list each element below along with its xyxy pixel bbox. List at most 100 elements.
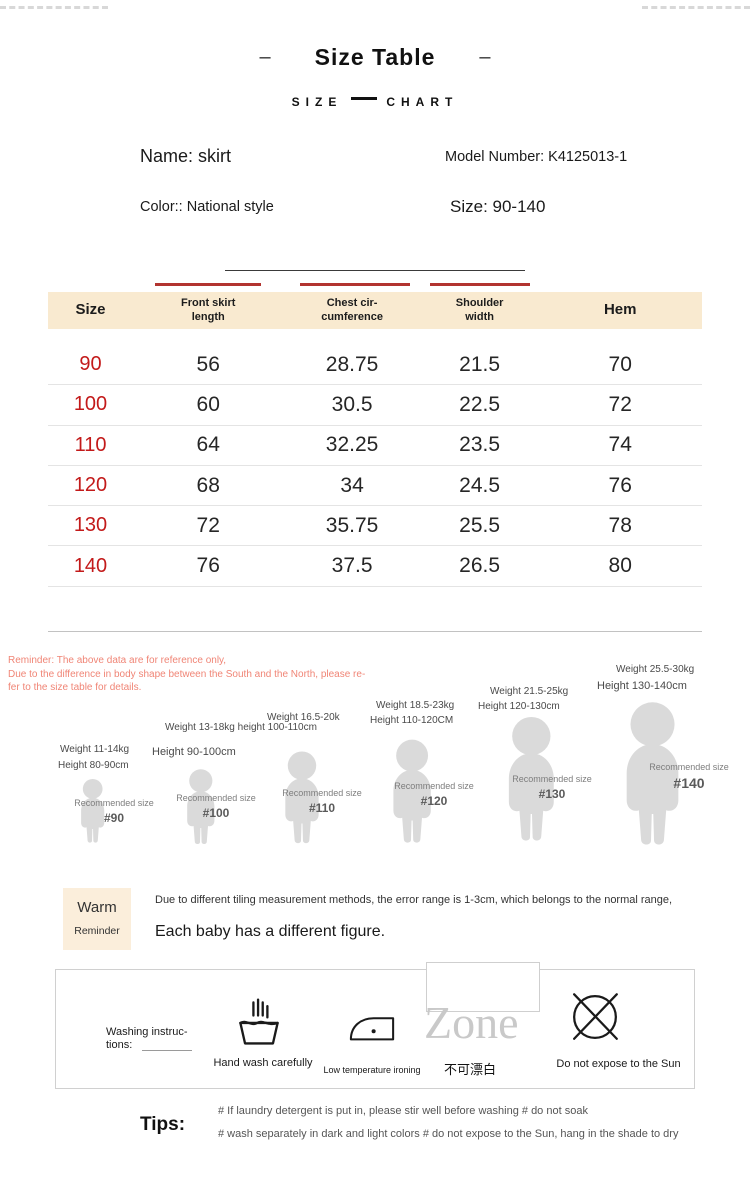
hem-cell: 76 <box>608 473 632 497</box>
subtitle-chart: CHART <box>386 95 459 109</box>
figure-height-label: Height 120-130cm <box>478 701 560 712</box>
subtitle-size: SIZE <box>291 95 343 109</box>
shoulder-cell: 22.5 <box>459 392 501 416</box>
iron-icon <box>349 1017 395 1041</box>
recommended-size-label: Recommended size <box>74 798 154 808</box>
warm-reminder-box: Warm Reminder <box>63 888 131 950</box>
figure-weight-label: Weight 16.5-20k <box>267 712 340 723</box>
figure-height-label: Height 130-140cm <box>597 680 687 692</box>
title-row: – Size Table – <box>0 44 750 71</box>
product-color: Color:: National style <box>140 199 274 215</box>
reminder-line: Due to the difference in body shape betw… <box>8 668 366 680</box>
recommended-size: Recommended size #110 <box>274 788 370 815</box>
recommended-size: Recommended size #130 <box>504 774 600 801</box>
figure-weight-label: Weight 18.5-23kg <box>376 700 455 711</box>
zone-watermark: Zone <box>424 997 519 1048</box>
size-cell: 100 <box>73 393 108 416</box>
column-header-front-skirt-length: Front skirt length <box>181 296 236 323</box>
table-row: 100 60 30.5 22.5 72 <box>48 385 702 426</box>
figure-weight-label: Weight 11-14kg <box>60 744 130 755</box>
washing-instructions-label: Washing instruc-tions: <box>106 1026 188 1051</box>
table-row: 140 76 37.5 26.5 80 <box>48 546 702 587</box>
figure-weight-label: Weight 21.5-25kg <box>490 686 569 697</box>
decorative-dashes-left <box>0 6 108 9</box>
shoulder-cell: 23.5 <box>459 433 501 457</box>
divider-line <box>225 270 525 271</box>
product-size-range: Size: 90-140 <box>450 197 546 216</box>
title-dash-left: – <box>259 46 271 68</box>
table-row: 120 68 34 24.5 76 <box>48 466 702 507</box>
chest-cell: 35.75 <box>325 513 379 537</box>
figure-height-label: Height 90-100cm <box>152 746 236 758</box>
baby-silhouette-icon <box>285 751 319 844</box>
shoulder-cell: 26.5 <box>459 554 501 578</box>
baby-silhouette-icon <box>81 779 105 843</box>
hem-cell: 80 <box>608 554 632 578</box>
reminder-line: fer to the size table for details. <box>8 682 142 694</box>
size-cell: 130 <box>73 514 108 537</box>
page-title: Size Table <box>314 44 436 70</box>
warm-reminder-subtitle: Reminder <box>74 925 120 937</box>
hem-cell: 70 <box>608 352 632 376</box>
figure-weight-label: Weight 25.5-30kg <box>616 664 695 675</box>
header-accent-line <box>300 283 410 286</box>
recommended-size-value: #130 <box>538 787 566 801</box>
front-length-cell: 60 <box>196 392 220 416</box>
baby-silhouette-icon <box>187 769 215 845</box>
header-accent-line <box>430 283 530 286</box>
shoulder-cell: 21.5 <box>459 352 501 376</box>
recommended-size-label: Recommended size <box>282 788 362 798</box>
column-header-shoulder-width: Shoulder width <box>455 296 504 323</box>
decorative-dashes-right <box>642 6 750 9</box>
recommended-size: Recommended size #100 <box>168 793 264 820</box>
chest-cell: 32.25 <box>325 433 379 457</box>
hand-wash-icon <box>239 998 279 1045</box>
label-underline <box>142 1050 192 1051</box>
size-cell: 110 <box>74 433 107 456</box>
washing-instructions-box: Washing instruc-tions: Hand wash careful… <box>55 962 695 1089</box>
header-accent-line <box>155 283 261 286</box>
front-length-cell: 64 <box>196 433 220 457</box>
table-header-row: Size Front skirt length Chest cir-cumfere… <box>48 292 702 329</box>
hem-cell: 78 <box>608 513 632 537</box>
size-table: Size Front skirt length Chest cir-cumfere… <box>48 283 702 587</box>
reminder-note: Reminder: The above data are for referen… <box>8 654 365 695</box>
bleach-icon-frame <box>426 962 540 1012</box>
column-header-hem: Hem <box>603 301 637 319</box>
warm-reminder-title: Warm <box>77 899 117 916</box>
subtitle-divider-line <box>351 96 378 100</box>
figure-weight-label: Weight 13-18kg height 100-110cm <box>165 722 317 733</box>
table-row: 130 72 35.75 25.5 78 <box>48 506 702 547</box>
tips-text-line: # wash separately in dark and light colo… <box>218 1128 679 1140</box>
title-dash-right: – <box>479 46 491 68</box>
hem-cell: 74 <box>608 433 632 457</box>
recommended-size-label: Recommended size <box>512 774 592 784</box>
baby-silhouette-icon <box>508 716 554 841</box>
recommended-size-value: #90 <box>103 811 125 825</box>
chest-cell: 28.75 <box>325 352 379 376</box>
front-length-cell: 56 <box>196 352 220 376</box>
hand-wash-label: Hand wash carefully <box>213 1057 313 1069</box>
front-length-cell: 72 <box>196 513 220 537</box>
size-cell: 90 <box>79 353 102 376</box>
recommended-size: Recommended size #90 <box>66 798 162 825</box>
no-sun-label: Do not expose to the Sun <box>556 1058 681 1070</box>
figure-height-label: Height 110-120CM <box>370 715 454 726</box>
recommended-size-value: #100 <box>202 806 230 820</box>
subtitle-row: SIZE CHART <box>0 95 750 109</box>
chest-cell: 30.5 <box>331 392 373 416</box>
tips-text-line: # If laundry detergent is put in, please… <box>218 1105 588 1117</box>
baby-silhouette-icon <box>393 739 431 843</box>
recommended-size-label: Recommended size <box>394 781 474 791</box>
recommended-size-value: #140 <box>673 775 705 791</box>
recommended-size-value: #110 <box>308 801 336 815</box>
recommended-size-label: Recommended size <box>649 762 729 772</box>
size-cell: 140 <box>73 554 108 577</box>
no-bleach-label: 不可漂白 <box>444 1062 497 1077</box>
table-row: 90 56 28.75 21.5 70 <box>48 345 702 386</box>
front-length-cell: 76 <box>196 554 220 578</box>
hem-cell: 72 <box>608 392 632 416</box>
column-header-size: Size <box>75 301 106 319</box>
product-model-number: Model Number: K4125013-1 <box>445 149 628 165</box>
shoulder-cell: 25.5 <box>459 513 501 537</box>
